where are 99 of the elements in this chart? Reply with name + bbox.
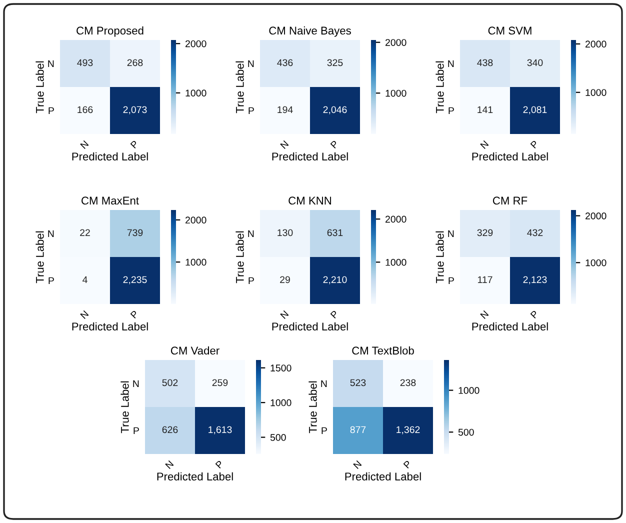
y-tick-label: P [448, 277, 454, 284]
x-tick-label: P [530, 140, 539, 149]
color-bar-label: 1000 [586, 259, 606, 266]
y-axis-title: True Label [236, 61, 244, 114]
chart-title: CM Vader [170, 346, 220, 355]
data-label: 117 [478, 276, 492, 284]
x-axis-title: Predicted Label [472, 322, 548, 330]
color-bar-label: 500 [270, 434, 286, 441]
y-tick-label: P [448, 107, 454, 114]
color-bar-label: 1500 [270, 364, 292, 372]
y-tick-label: N [248, 60, 254, 68]
data-label: 2,123 [523, 276, 547, 284]
color-bar-label: 2000 [386, 39, 406, 46]
chart-title: CM MaxEnt [82, 196, 139, 205]
x-tick-label: P [215, 460, 224, 469]
x-tick-label: N [480, 140, 489, 149]
x-tick-label: N [80, 140, 89, 149]
y-axis-title: True Label [436, 231, 444, 284]
y-tick-label: N [448, 60, 454, 68]
color-bar-label: 2000 [586, 212, 606, 220]
data-label: 29 [280, 276, 290, 284]
data-label: 1,362 [396, 426, 420, 434]
x-axis-title: Predicted Label [272, 152, 348, 160]
y-tick-label: N [448, 230, 454, 238]
data-label: 626 [162, 426, 178, 434]
y-axis-title: True Label [120, 381, 129, 434]
y-tick-label: P [248, 277, 254, 284]
data-label: 4 [82, 276, 88, 284]
x-tick-label: N [480, 310, 489, 319]
x-tick-label: N [280, 310, 289, 319]
color-bar-label: 500 [458, 428, 474, 436]
chart-title: CM Proposed [76, 26, 144, 37]
data-label: 2,210 [323, 276, 347, 284]
color-bar-label: 1000 [186, 90, 206, 97]
color-bar-label: 1000 [386, 258, 406, 266]
color-bar-label: 1000 [270, 399, 292, 406]
x-axis-title: Predicted Label [72, 152, 148, 160]
y-tick-label: N [48, 60, 54, 68]
data-label: 166 [78, 106, 93, 114]
y-tick-label: P [48, 277, 54, 284]
color-bar-label: 2000 [386, 216, 406, 223]
color-bar-label: 1000 [586, 89, 606, 96]
data-label: 493 [77, 59, 93, 66]
x-axis-title: Predicted Label [157, 472, 233, 480]
chart-title: CM SVM [488, 26, 532, 35]
data-label: 877 [350, 426, 366, 434]
data-label: 141 [478, 106, 493, 114]
data-label: 325 [327, 59, 343, 66]
data-label: 631 [327, 229, 343, 236]
y-axis-title: True Label [436, 61, 444, 114]
x-axis-title: Predicted Label [345, 472, 421, 480]
data-label: 2,235 [123, 276, 147, 284]
color-bar-label: 1000 [186, 258, 206, 266]
data-label: 22 [80, 229, 90, 236]
x-axis-title: Predicted Label [272, 322, 348, 330]
data-label: 2,081 [523, 106, 547, 114]
y-tick-label: P [248, 107, 254, 114]
y-axis-title: True Label [308, 381, 317, 434]
data-label: 523 [350, 379, 366, 386]
data-label: 238 [400, 379, 416, 386]
color-bar-label: 2000 [186, 216, 206, 224]
color-bar-label: 1000 [458, 387, 480, 394]
color-bar-label: 2000 [586, 40, 606, 48]
y-tick-label: P [48, 107, 54, 114]
color-bar-label: 2000 [186, 40, 206, 48]
y-tick-label: N [48, 230, 54, 238]
x-tick-label: P [403, 460, 412, 469]
x-tick-label: N [80, 310, 89, 319]
data-label: 329 [477, 229, 493, 236]
x-tick-label: P [330, 140, 339, 149]
chart-title: CM Naive Bayes [269, 26, 351, 37]
data-label: 432 [527, 229, 543, 236]
data-label: 436 [277, 59, 293, 66]
y-axis-title: True Label [236, 231, 244, 284]
data-label: 739 [127, 229, 143, 236]
y-tick-label: N [248, 230, 254, 238]
y-axis-title: True Label [36, 231, 44, 284]
x-tick-label: P [530, 310, 539, 319]
x-tick-label: P [330, 310, 339, 319]
chart-title: CM TextBlob [352, 346, 414, 355]
data-label: 268 [127, 59, 143, 66]
data-label: 130 [278, 229, 293, 236]
x-axis-title: Predicted Label [72, 322, 148, 330]
data-label: 194 [278, 106, 293, 114]
data-label: 502 [162, 379, 178, 386]
x-tick-label: N [353, 460, 362, 469]
data-label: 340 [527, 59, 543, 66]
x-tick-label: N [165, 460, 174, 469]
data-label: 2,046 [323, 106, 347, 114]
chart-title: CM RF [492, 196, 528, 205]
data-label: 2,073 [123, 106, 147, 114]
x-tick-label: N [280, 140, 289, 149]
data-label: 259 [212, 379, 228, 386]
data-label: 438 [477, 59, 493, 66]
y-axis-title: True Label [36, 61, 44, 114]
color-bar-label: 1000 [386, 90, 406, 97]
data-label: 1,613 [208, 426, 232, 434]
chart-title: CM KNN [288, 196, 332, 205]
x-axis-title: Predicted Label [472, 152, 548, 160]
